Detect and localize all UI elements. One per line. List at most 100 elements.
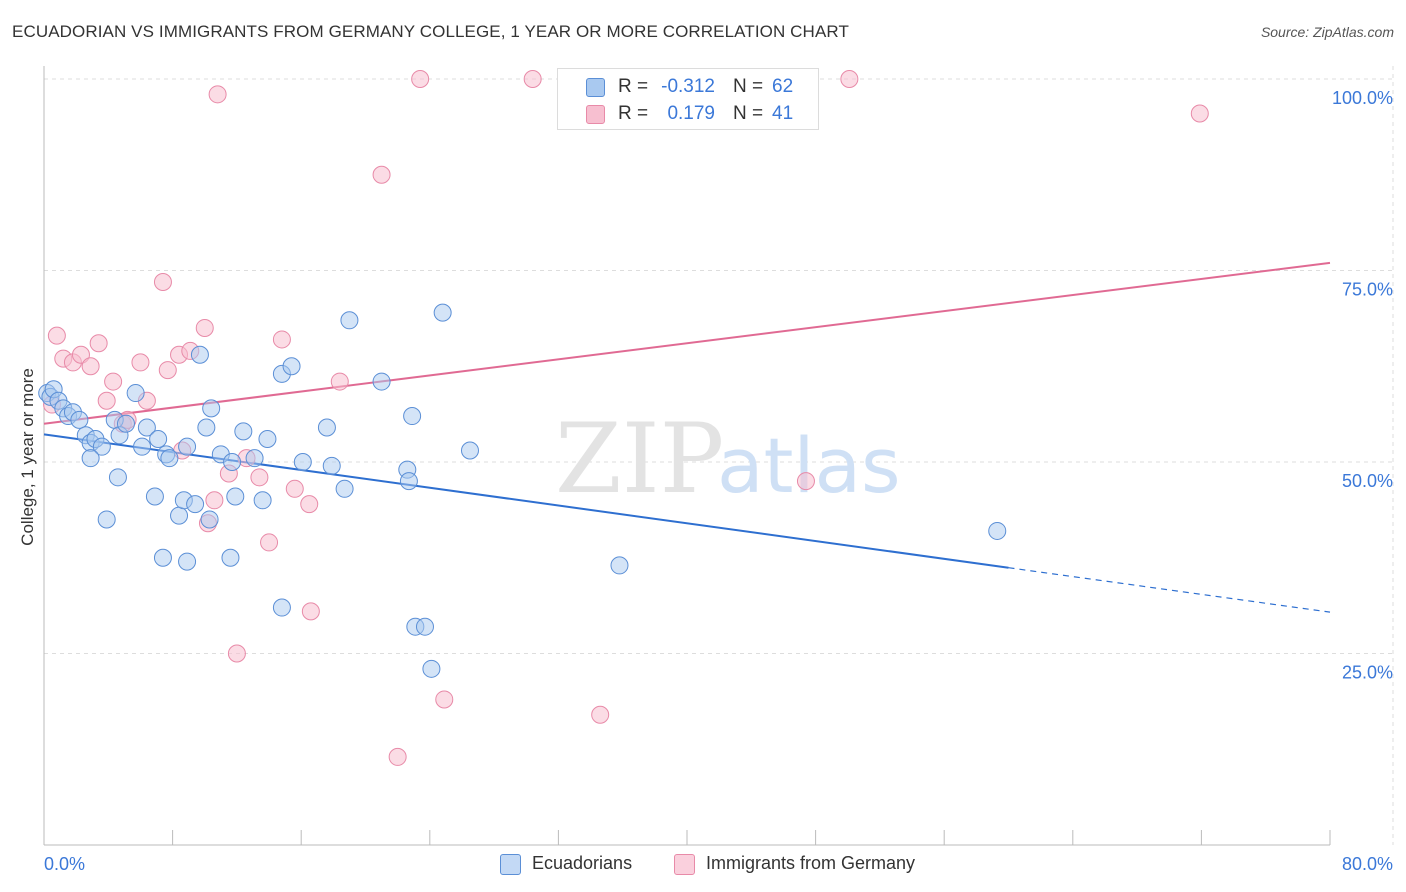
- point-ecuadorians: [178, 437, 197, 456]
- trend-line-ecuadorians-extension: [1008, 567, 1331, 613]
- point-ecuadorians: [170, 506, 189, 525]
- point-germany: [1190, 104, 1209, 123]
- point-ecuadorians: [92, 437, 111, 456]
- legend-swatch-blue: [500, 854, 521, 875]
- point-ecuadorians: [160, 449, 179, 468]
- point-germany: [435, 690, 454, 709]
- series-legend: Ecuadorians Immigrants from Germany: [0, 852, 1406, 878]
- point-ecuadorians: [335, 479, 354, 498]
- trend-line-germany: [43, 261, 1331, 425]
- legend-r-label: R =: [618, 103, 649, 124]
- stats-legend: R = -0.312 N = 62 R = 0.179 N = 41: [557, 68, 819, 130]
- data-points: [38, 70, 1209, 766]
- point-ecuadorians: [422, 659, 441, 678]
- point-germany: [272, 330, 291, 349]
- trend-lines: [43, 261, 1331, 613]
- point-ecuadorians: [186, 495, 205, 514]
- point-ecuadorians: [258, 430, 277, 449]
- point-germany: [153, 272, 172, 291]
- point-germany: [208, 85, 227, 104]
- point-germany: [330, 372, 349, 391]
- point-ecuadorians: [223, 453, 242, 471]
- legend-n-value: 62: [772, 76, 794, 97]
- point-ecuadorians: [293, 453, 312, 471]
- point-ecuadorians: [988, 521, 1007, 540]
- point-ecuadorians: [137, 418, 156, 437]
- point-ecuadorians: [178, 552, 197, 571]
- x-tick-label: 0.0%: [44, 854, 85, 874]
- point-ecuadorians: [433, 303, 452, 322]
- point-germany: [285, 479, 304, 498]
- point-germany: [97, 391, 116, 410]
- point-germany: [131, 353, 150, 372]
- chart-source: Source: ZipAtlas.com: [1260, 24, 1394, 40]
- legend-swatch-pink: [674, 854, 695, 875]
- point-ecuadorians: [399, 472, 418, 491]
- point-ecuadorians: [126, 384, 145, 403]
- point-germany: [388, 747, 407, 766]
- legend-n-value: 41: [772, 103, 794, 124]
- legend-n-label: N =: [733, 103, 764, 124]
- point-ecuadorians: [317, 418, 336, 437]
- y-tick-label: 100.0%: [1332, 88, 1393, 108]
- point-ecuadorians: [340, 311, 359, 330]
- point-germany: [300, 495, 319, 514]
- point-germany: [195, 318, 214, 337]
- point-ecuadorians: [116, 414, 135, 433]
- point-germany: [104, 372, 123, 391]
- point-germany: [158, 361, 177, 380]
- y-tick-label: 50.0%: [1342, 471, 1393, 491]
- point-ecuadorians: [460, 441, 479, 460]
- point-ecuadorians: [415, 617, 434, 636]
- legend-r-value: 0.179: [667, 103, 715, 124]
- point-ecuadorians: [149, 430, 168, 449]
- point-ecuadorians: [70, 410, 89, 429]
- point-ecuadorians: [197, 418, 216, 437]
- legend-swatch-pink: [586, 105, 605, 124]
- trend-line-ecuadorians: [43, 433, 1009, 569]
- point-ecuadorians: [253, 491, 272, 510]
- point-ecuadorians: [97, 510, 116, 529]
- stats-legend-row-ecuadorians: R = -0.312 N = 62: [558, 74, 818, 100]
- point-ecuadorians: [221, 548, 240, 567]
- y-tick-label: 75.0%: [1342, 280, 1393, 300]
- point-ecuadorians: [226, 487, 245, 506]
- point-ecuadorians: [272, 598, 291, 617]
- point-germany: [301, 602, 320, 621]
- point-ecuadorians: [282, 357, 301, 376]
- point-ecuadorians: [108, 468, 127, 487]
- watermark-atlas: atlas: [717, 421, 901, 510]
- point-ecuadorians: [322, 456, 341, 475]
- legend-n-label: N =: [733, 76, 764, 97]
- legend-label-germany: Immigrants from Germany: [706, 853, 916, 873]
- point-germany: [71, 345, 90, 364]
- point-germany: [47, 326, 66, 345]
- watermark-zip: ZIP: [555, 403, 724, 515]
- point-ecuadorians: [245, 449, 264, 468]
- point-ecuadorians: [153, 548, 172, 567]
- point-ecuadorians: [200, 510, 219, 529]
- point-germany: [840, 70, 859, 88]
- point-ecuadorians: [81, 449, 100, 468]
- y-tick-label: 25.0%: [1342, 663, 1393, 683]
- y-axis-label: College, 1 year or more: [18, 368, 37, 546]
- point-germany: [250, 468, 269, 487]
- legend-swatch-blue: [586, 78, 605, 97]
- axes: [43, 66, 1331, 846]
- point-ecuadorians: [202, 399, 221, 418]
- point-ecuadorians: [372, 372, 391, 391]
- point-ecuadorians: [133, 437, 152, 456]
- point-germany: [796, 472, 815, 491]
- point-germany: [89, 334, 108, 353]
- point-germany: [372, 165, 391, 184]
- point-ecuadorians: [234, 422, 253, 441]
- point-ecuadorians: [145, 487, 164, 506]
- legend-r-value: -0.312: [661, 76, 715, 97]
- point-germany: [523, 70, 542, 88]
- chart-title: ECUADORIAN VS IMMIGRANTS FROM GERMANY CO…: [12, 22, 849, 41]
- point-ecuadorians: [190, 345, 209, 364]
- tick-labels: 25.0% 50.0% 75.0% 100.0% 0.0% 80.0%: [44, 88, 1393, 874]
- point-germany: [227, 644, 246, 663]
- stats-legend-row-germany: R = 0.179 N = 41: [558, 101, 818, 127]
